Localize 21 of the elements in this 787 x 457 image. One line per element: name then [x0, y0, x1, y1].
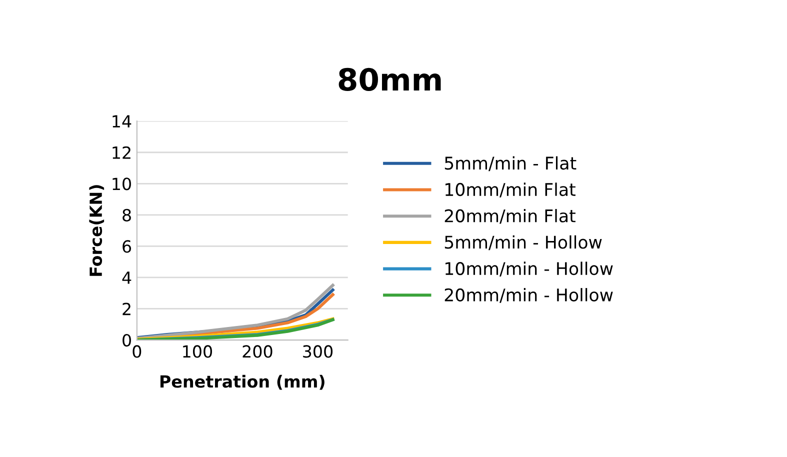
y-axis-title: Force(KN): [89, 185, 104, 276]
x-tick-label: 200: [242, 345, 272, 358]
legend-label: 10mm/min - Hollow: [446, 262, 613, 276]
y-tick-label: 0: [122, 334, 131, 347]
y-tick-label: 14: [112, 115, 132, 128]
x-tick-label: 0: [132, 345, 142, 358]
x-axis-title: Penetration (mm): [160, 374, 324, 390]
y-tick-label: 12: [112, 146, 130, 159]
chart-title: 80mm: [338, 68, 441, 91]
x-tick-label: 100: [183, 345, 212, 358]
legend-label: 20mm/min Flat: [444, 208, 576, 224]
y-tick-label: 8: [122, 208, 131, 222]
x-tick-label: 300: [303, 345, 333, 358]
legend-label: 5mm/min - Flat: [444, 156, 576, 172]
legend-label: 20mm/min - Hollow: [444, 288, 613, 303]
legend-label: 10mm/min Flat: [446, 182, 576, 198]
y-tick-label: 4: [122, 272, 132, 284]
y-tick-label: 10: [112, 178, 131, 190]
legend-label: 5mm/min - Hollow: [444, 235, 602, 250]
y-tick-label: 2: [122, 302, 130, 316]
y-tick-label: 6: [122, 240, 132, 253]
